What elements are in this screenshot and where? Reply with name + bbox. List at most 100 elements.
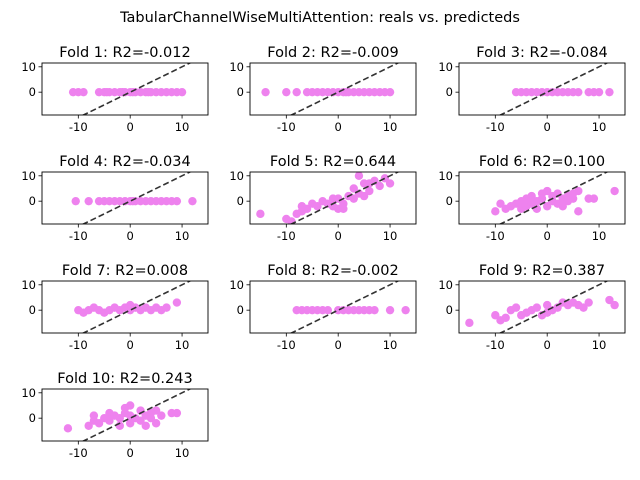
data-point <box>365 186 374 196</box>
identity-line <box>498 172 609 224</box>
axes-frame <box>458 62 626 116</box>
data-point <box>323 305 333 315</box>
identity-line <box>81 172 192 224</box>
axes-frame <box>249 280 417 334</box>
data-point <box>172 196 182 206</box>
data-point <box>188 196 197 206</box>
x-tick-label: 0 <box>335 120 342 134</box>
data-point <box>339 204 348 213</box>
data-point <box>84 196 93 206</box>
axes-frame <box>458 171 626 225</box>
y-tick-label: 10 <box>438 278 453 292</box>
subplot-4: Fold 4: R2=-0.034 -10 0 10 0 10 <box>21 154 209 243</box>
x-tick-label: 10 <box>592 120 607 134</box>
x-tick-label: -10 <box>69 446 88 460</box>
data-point <box>491 207 500 216</box>
data-point <box>605 87 614 97</box>
plot-area <box>71 172 197 224</box>
data-point <box>63 424 73 433</box>
x-tick-label: -10 <box>277 338 296 352</box>
plot-area <box>491 172 619 224</box>
y-tick-label: 0 <box>29 85 36 99</box>
identity-line <box>498 63 609 115</box>
data-point <box>501 313 510 322</box>
data-point <box>610 186 619 196</box>
identity-line <box>81 63 192 115</box>
axes-frame <box>458 280 626 334</box>
y-tick-label: 10 <box>438 169 453 183</box>
x-tick-label: -10 <box>486 338 505 352</box>
data-point <box>94 419 104 428</box>
data-point <box>496 199 505 208</box>
data-point <box>584 298 593 307</box>
y-tick-label: 10 <box>229 169 244 183</box>
subplot-title: Fold 7: R2=0.008 <box>62 263 188 279</box>
x-tick-label: 0 <box>335 229 342 243</box>
axes-frame <box>41 62 209 116</box>
subplot-title: Fold 6: R2=0.100 <box>479 154 605 170</box>
data-point <box>579 303 588 312</box>
data-point <box>542 186 552 196</box>
subplot-9: Fold 9: R2=0.387 -10 0 10 0 10 <box>438 263 626 352</box>
data-point <box>380 174 390 183</box>
identity-line <box>498 281 609 333</box>
axes-frame <box>41 280 209 334</box>
y-tick-label: 0 <box>237 303 244 317</box>
x-tick-label: 10 <box>175 446 190 460</box>
x-tick-label: -10 <box>486 120 505 134</box>
x-tick-label: 10 <box>175 120 190 134</box>
data-point <box>105 416 114 425</box>
subplot-title: Fold 5: R2=0.644 <box>270 154 396 170</box>
data-point <box>574 186 583 196</box>
data-point <box>589 194 599 203</box>
x-tick-label: 10 <box>592 338 607 352</box>
data-point <box>574 87 583 97</box>
data-point <box>370 305 379 315</box>
y-tick-label: 0 <box>446 194 453 208</box>
data-point <box>354 172 364 181</box>
subplot-title: Fold 4: R2=-0.034 <box>59 154 190 170</box>
plot-area <box>63 389 192 441</box>
subplot-title: Fold 8: R2=-0.002 <box>267 263 398 279</box>
y-tick-label: 0 <box>446 303 453 317</box>
data-point <box>282 87 291 97</box>
data-point <box>151 419 161 428</box>
y-tick-label: 10 <box>229 278 244 292</box>
x-tick-label: -10 <box>69 229 88 243</box>
data-point <box>385 87 395 97</box>
data-point <box>125 401 135 410</box>
axes-frame <box>41 171 209 225</box>
subplot-8: Fold 8: R2=-0.002 -10 0 10 0 10 <box>229 263 417 352</box>
data-point <box>136 416 145 425</box>
axes-frame <box>249 171 417 225</box>
data-point <box>594 87 604 97</box>
data-point <box>125 419 135 428</box>
data-point <box>610 300 619 310</box>
x-tick-label: 0 <box>335 338 342 352</box>
y-tick-label: 10 <box>21 278 36 292</box>
plot-area <box>498 63 614 115</box>
x-tick-label: 10 <box>175 338 190 352</box>
data-point <box>568 194 578 203</box>
data-point <box>261 87 270 97</box>
subplot-6: Fold 6: R2=0.100 -10 0 10 0 10 <box>438 154 626 243</box>
x-tick-label: -10 <box>277 120 296 134</box>
data-point <box>313 202 322 211</box>
figure-title: TabularChannelWiseMultiAttention: reals … <box>119 10 520 26</box>
identity-line <box>289 281 400 333</box>
x-tick-label: -10 <box>69 120 88 134</box>
data-point <box>349 184 358 193</box>
plot-area <box>68 63 192 115</box>
data-point <box>553 303 562 312</box>
x-tick-label: 0 <box>127 229 134 243</box>
data-point <box>532 303 542 312</box>
y-tick-label: 10 <box>21 60 36 74</box>
data-point <box>71 196 80 206</box>
data-point <box>542 300 552 310</box>
x-tick-label: -10 <box>69 338 88 352</box>
y-tick-label: 0 <box>446 85 453 99</box>
data-point <box>141 421 150 430</box>
plot-area <box>74 281 192 333</box>
data-point <box>151 406 161 415</box>
data-point <box>349 194 358 203</box>
